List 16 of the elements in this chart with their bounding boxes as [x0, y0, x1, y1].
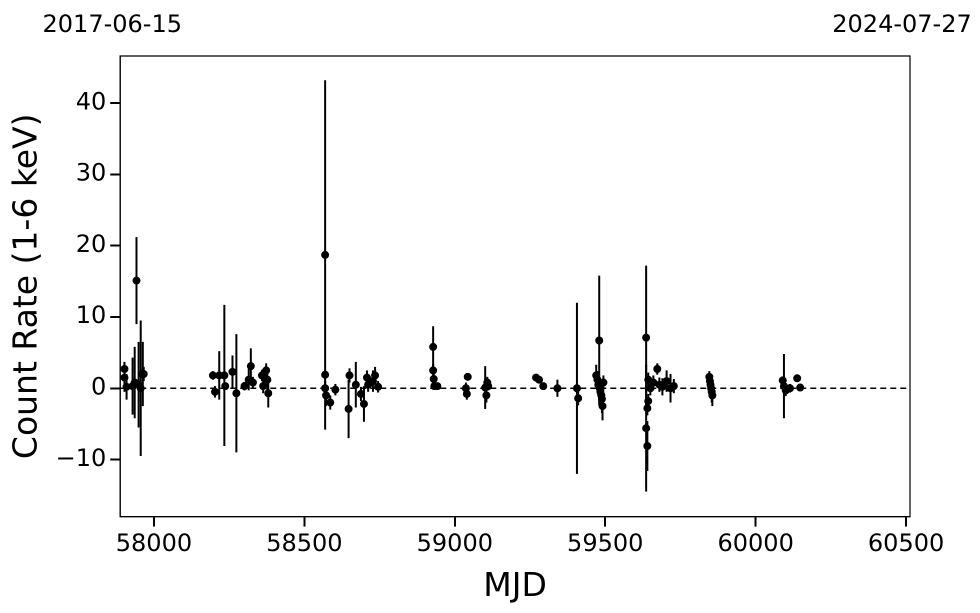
- text: 2017-06-15: [42, 10, 182, 38]
- y-tick-label: 30: [76, 158, 106, 187]
- x-axis-title: MJD: [483, 564, 547, 604]
- y-tick-label: 10: [76, 301, 106, 330]
- x-tick-label: 58500: [266, 529, 343, 558]
- x-tick-label: 58000: [116, 529, 192, 558]
- x-tick-label: 59000: [416, 529, 493, 558]
- x-tick-label: 60500: [868, 529, 944, 558]
- y-tick-label: −10: [56, 444, 106, 472]
- x-tick-label: 59500: [567, 529, 644, 558]
- y-axis-title: Count Rate (1-6 keV): [5, 113, 44, 460]
- y-tick-label: 20: [76, 230, 106, 258]
- y-tick-label: 0: [90, 372, 106, 400]
- text: 2024-07-27: [832, 10, 972, 38]
- y-tick-label: 40: [76, 87, 106, 116]
- x-tick-label: 60000: [717, 529, 794, 558]
